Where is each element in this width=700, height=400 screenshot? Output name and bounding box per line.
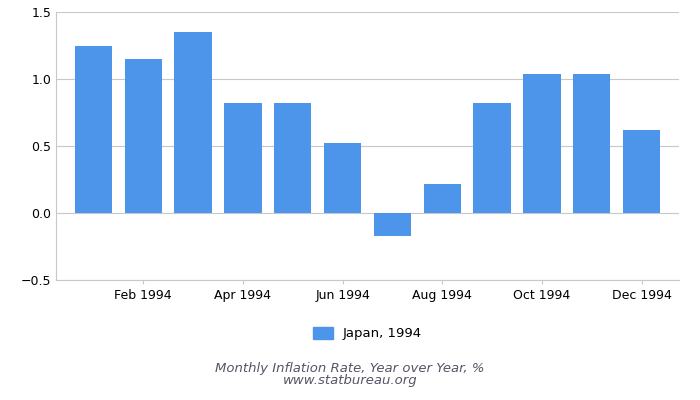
Bar <box>274 103 312 213</box>
Bar <box>324 143 361 213</box>
Bar <box>473 103 511 213</box>
Bar <box>623 130 660 213</box>
Legend: Japan, 1994: Japan, 1994 <box>307 322 428 346</box>
Text: Monthly Inflation Rate, Year over Year, %: Monthly Inflation Rate, Year over Year, … <box>216 362 484 375</box>
Bar <box>174 32 211 213</box>
Bar <box>125 59 162 213</box>
Bar <box>224 103 262 213</box>
Bar <box>573 74 610 213</box>
Bar <box>524 74 561 213</box>
Bar <box>374 213 411 236</box>
Bar <box>75 46 112 213</box>
Text: www.statbureau.org: www.statbureau.org <box>283 374 417 387</box>
Bar <box>424 184 461 213</box>
